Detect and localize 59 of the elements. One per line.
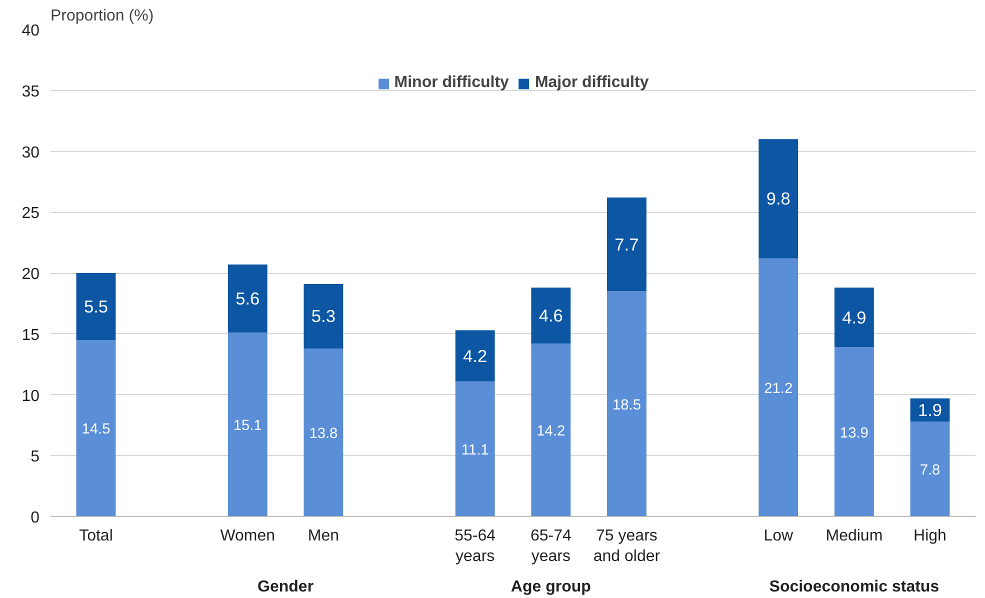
bar (76, 340, 116, 516)
x-tick-label: 55-64 years (454, 528, 496, 565)
bar (607, 198, 646, 292)
bar (607, 291, 646, 516)
data-label: 18.5 (612, 397, 641, 414)
x-tick-label: Low (764, 528, 794, 544)
text: Age group (510, 578, 592, 596)
bar (228, 332, 268, 516)
bar (758, 258, 798, 516)
bar (758, 139, 798, 258)
y-tick-label: 30 (22, 144, 40, 162)
data-label: 4.9 (842, 307, 866, 328)
bar (304, 284, 344, 348)
data-label: 15.1 (233, 418, 262, 434)
legend-label: Major difficulty (534, 74, 649, 92)
x-tick-label: High (914, 528, 946, 544)
data-label: 13.9 (840, 425, 868, 442)
x-tick-label: 65-74 years (530, 528, 572, 565)
data-label: 4.2 (463, 346, 488, 366)
bar (834, 347, 874, 516)
bar (76, 273, 116, 340)
bar (531, 288, 571, 344)
data-label: 1.9 (918, 400, 942, 420)
data-label: 13.8 (309, 426, 338, 442)
data-label: 7.8 (920, 462, 940, 479)
bar (531, 344, 571, 516)
data-label: 11.1 (461, 442, 489, 458)
x-tick-label: Women (220, 528, 276, 544)
text: Socioeconomic status (769, 578, 940, 596)
bar (228, 264, 268, 333)
data-label: 14.5 (82, 422, 110, 438)
y-tick-label: 0 (30, 510, 40, 526)
data-label: 9.8 (766, 188, 790, 209)
x-tick-label: Men (308, 528, 340, 544)
y-tick-label: 35 (22, 83, 40, 100)
legend-label: Minor difficulty (394, 74, 509, 92)
data-label: 5.6 (236, 288, 260, 309)
data-label: 7.7 (614, 234, 639, 254)
x-tick-label: Medium (826, 528, 883, 544)
data-label: 21.2 (764, 380, 793, 397)
y-tick-label: 25 (22, 205, 40, 222)
y-tick-label: 15 (22, 326, 40, 344)
x-tick-label: 75 years and older (593, 528, 661, 565)
data-label: 5.5 (84, 296, 108, 316)
y-tick-label: 10 (22, 388, 40, 405)
bar (304, 348, 344, 516)
y-axis-title: Proportion (%) (50, 8, 154, 24)
y-tick-label: 20 (22, 266, 40, 283)
text: Gender (258, 578, 314, 596)
y-tick-label: 5 (30, 448, 40, 466)
data-label: 14.2 (536, 424, 566, 440)
y-tick-label: 40 (22, 22, 40, 40)
bar (834, 288, 874, 348)
data-label: 4.6 (538, 306, 563, 326)
bar (455, 381, 495, 516)
bar (455, 330, 495, 382)
data-label: 5.3 (311, 306, 336, 326)
x-tick-label: Total (79, 528, 113, 544)
bar (910, 422, 950, 516)
